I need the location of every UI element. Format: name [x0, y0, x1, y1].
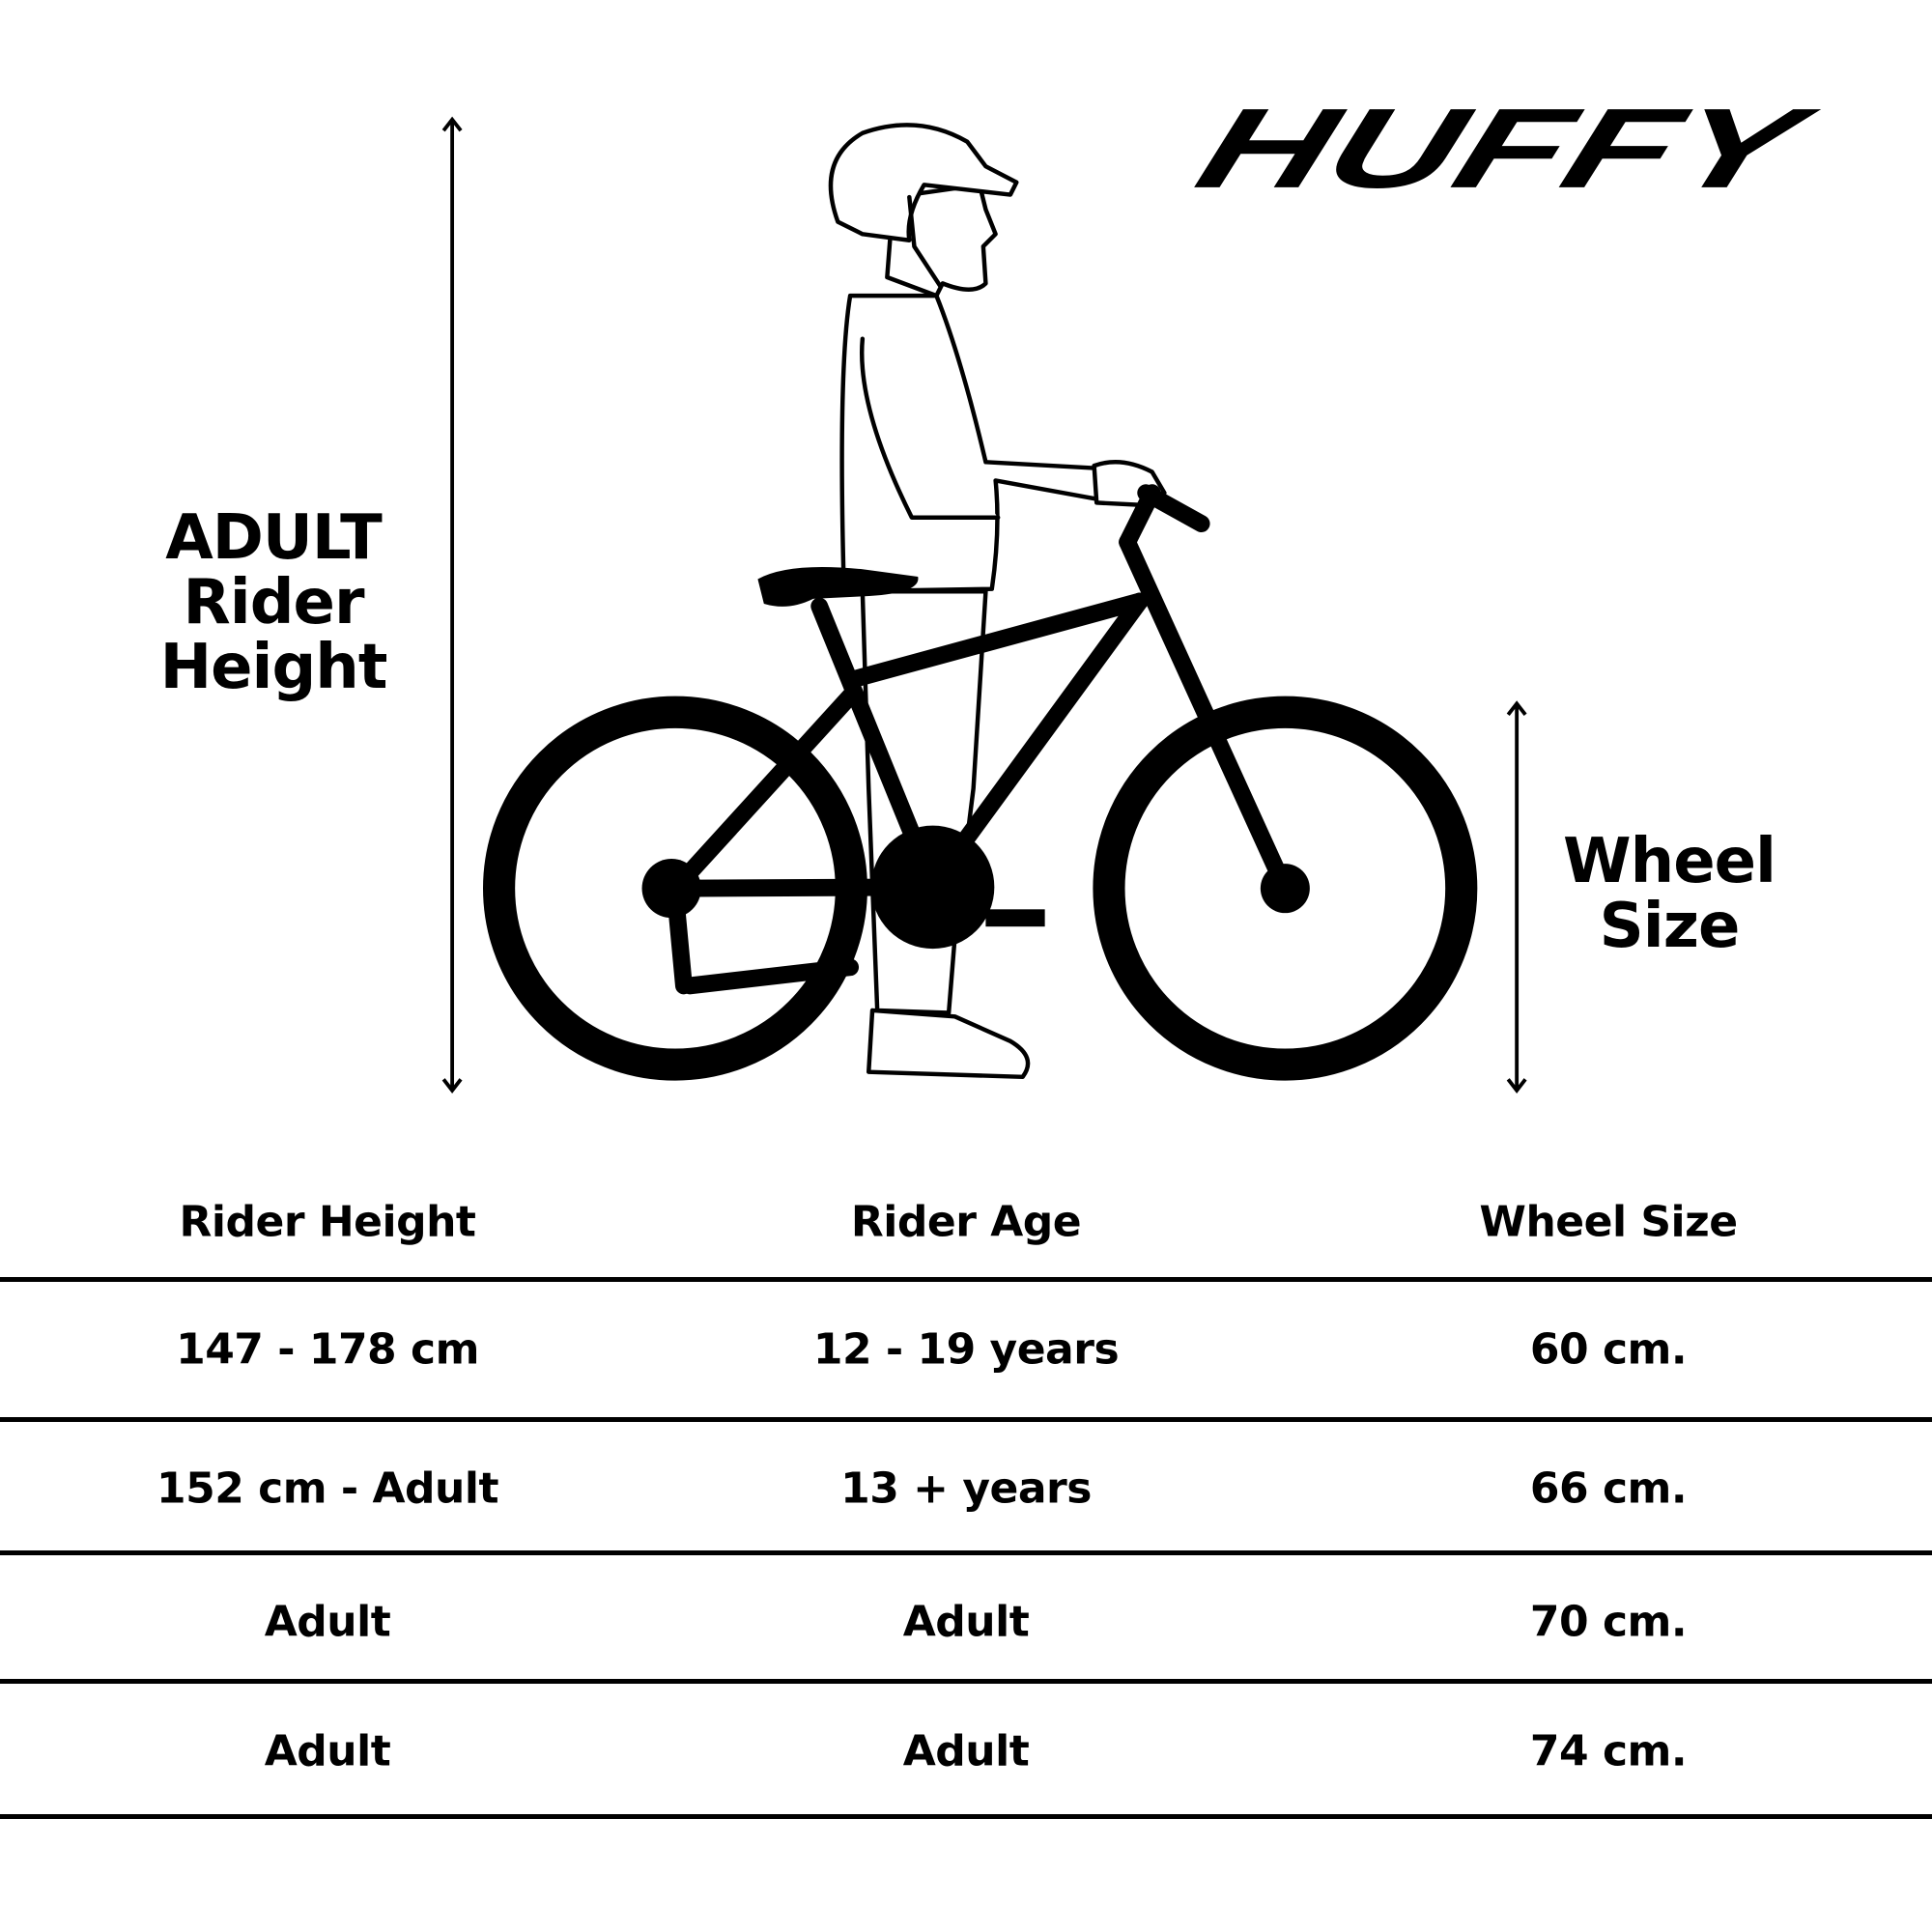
divider: [0, 1679, 1932, 1684]
wheel-size-arrow-icon: [1506, 700, 1527, 1094]
divider: [0, 1277, 1932, 1282]
table-cell: Adult: [264, 1597, 391, 1647]
front-wheel: [1093, 696, 1478, 1081]
height-label-line: ADULT: [165, 502, 382, 574]
bicycle: [483, 484, 1478, 1081]
table-cell: 74 cm.: [1529, 1726, 1688, 1776]
header-wheel-size: Wheel Size: [1479, 1197, 1738, 1247]
table-cell: 147 - 178 cm: [176, 1324, 479, 1375]
table-cell: 12 - 19 years: [812, 1324, 1120, 1375]
divider: [0, 1417, 1932, 1422]
huffy-logo: HUFFY: [1183, 85, 1831, 213]
adult-rider-height-label: ADULT Rider Height: [128, 507, 418, 701]
wheel-label-line: Size: [1599, 891, 1741, 962]
header-rider-age: Rider Age: [850, 1197, 1082, 1247]
divider: [0, 1814, 1932, 1819]
table-cell: Adult: [264, 1726, 391, 1776]
rider-height-arrow-icon: [441, 116, 463, 1094]
wheel-size-label: Wheel Size: [1524, 831, 1814, 960]
table-cell: 152 cm - Adult: [156, 1463, 498, 1514]
height-label-line: Rider: [183, 567, 365, 639]
divider: [0, 1550, 1932, 1555]
table-cell: 60 cm.: [1529, 1324, 1688, 1375]
table-cell: 66 cm.: [1529, 1463, 1688, 1514]
table-cell: Adult: [902, 1726, 1030, 1776]
table-cell: 70 cm.: [1529, 1597, 1688, 1647]
svg-text:HUFFY: HUFFY: [1183, 85, 1831, 213]
wheel-label-line: Wheel: [1563, 826, 1776, 897]
height-label-line: Height: [159, 632, 388, 703]
header-rider-height: Rider Height: [179, 1197, 476, 1247]
table-cell: Adult: [902, 1597, 1030, 1647]
table-cell: 13 + years: [840, 1463, 1092, 1514]
